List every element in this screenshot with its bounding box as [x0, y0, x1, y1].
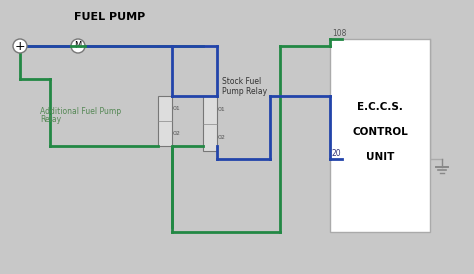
Circle shape — [71, 39, 85, 53]
Text: Relay: Relay — [40, 116, 61, 124]
Text: 02: 02 — [218, 135, 226, 140]
Text: 108: 108 — [332, 29, 346, 38]
Text: Additional Fuel Pump: Additional Fuel Pump — [40, 107, 121, 116]
Text: 01: 01 — [218, 107, 226, 112]
Text: Pump Relay: Pump Relay — [222, 87, 267, 96]
Circle shape — [13, 39, 27, 53]
Text: M: M — [74, 41, 82, 50]
Text: +: + — [15, 39, 25, 53]
Text: Stock Fuel: Stock Fuel — [222, 78, 261, 87]
Bar — [203, 96, 217, 151]
Bar — [158, 96, 172, 146]
Text: 01: 01 — [173, 106, 181, 111]
Text: 02: 02 — [173, 131, 181, 136]
Text: UNIT: UNIT — [366, 152, 394, 162]
Text: E.C.C.S.: E.C.C.S. — [357, 102, 403, 112]
Text: CONTROL: CONTROL — [352, 127, 408, 137]
Text: 20: 20 — [332, 149, 342, 158]
Bar — [330, 39, 430, 232]
Text: FUEL PUMP: FUEL PUMP — [74, 12, 146, 22]
